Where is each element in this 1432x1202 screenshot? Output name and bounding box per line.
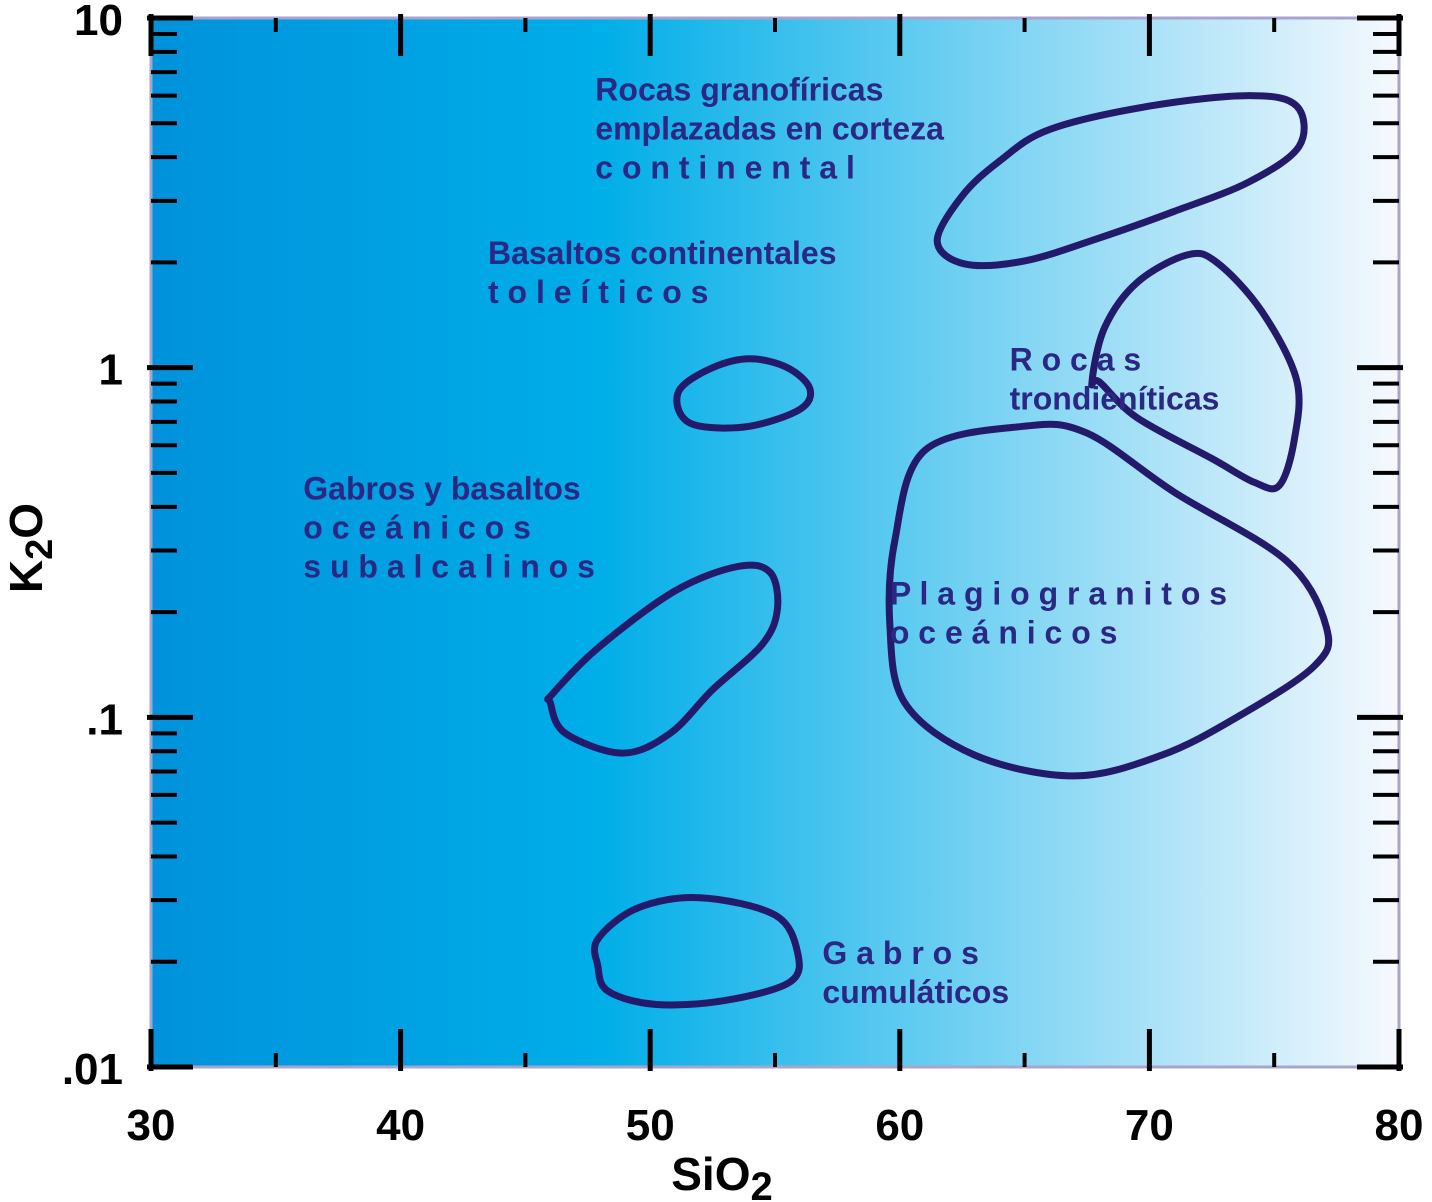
field-label-line: Basaltos continentales xyxy=(488,235,837,271)
fields-layer xyxy=(544,92,1333,1009)
field-outline-oceanic-subalkaline xyxy=(544,561,782,757)
x-tick-label: 80 xyxy=(1375,1101,1424,1150)
axis-tick-labels: 30 40 50 60 70 80 .01 .1 1 10 xyxy=(62,0,1424,1150)
y-tick-label: .1 xyxy=(86,695,123,744)
x-tick-label: 50 xyxy=(626,1101,675,1150)
field-label-line: cumuláticos xyxy=(822,974,1009,1010)
x-tick-label: 40 xyxy=(376,1101,425,1150)
field-outline-cumulate-gabbro xyxy=(590,894,803,1009)
y-tick-label: 1 xyxy=(99,346,123,395)
field-label-line: Gabros y basaltos xyxy=(303,470,580,506)
field-label-line: trondieníticas xyxy=(1010,381,1220,417)
field-label-line: o c e á n i c o s xyxy=(890,615,1118,651)
field-label-line: s u b a l c a l i n o s xyxy=(303,548,595,584)
field-label-line: t o l e í t i c o s xyxy=(488,274,708,310)
field-outline-granophyric xyxy=(933,92,1308,270)
field-label-granophyric: Rocas granofíricas emplazadas en corteza c… xyxy=(595,72,944,186)
field-label-line: R o c a s xyxy=(1010,342,1142,378)
field-label-line: emplazadas en corteza xyxy=(595,111,944,147)
field-label-trondhjemite: R o c a s trondieníticas xyxy=(1010,342,1220,417)
axis-ticks xyxy=(147,14,1403,1071)
field-outline-trondhjemite xyxy=(1088,249,1303,493)
field-outline-continental-tholeiite xyxy=(673,355,815,432)
field-label-cumulate-gabbro: G a b r o s cumuláticos xyxy=(822,935,1009,1010)
field-outline-oceanic-plagiogranite xyxy=(885,420,1333,780)
y-axis-title: K2O xyxy=(0,503,61,593)
x-tick-label: 60 xyxy=(875,1101,924,1150)
plot-background xyxy=(149,16,1401,1069)
x-tick-label: 70 xyxy=(1125,1101,1174,1150)
y-tick-label: 10 xyxy=(74,0,123,45)
y-tick-label: .01 xyxy=(62,1045,123,1094)
field-label-continental-tholeiite: Basaltos continentales t o l e í t i c o … xyxy=(488,235,837,310)
field-label-line: Rocas granofíricas xyxy=(595,72,883,108)
field-label-line: c o n t i n e n t a l xyxy=(595,150,855,186)
field-label-line: G a b r o s xyxy=(822,935,978,971)
field-labels: Rocas granofíricas emplazadas en corteza c… xyxy=(303,72,1227,1010)
field-label-line: o c e á n i c o s xyxy=(303,509,531,545)
x-axis-title: SiO2 xyxy=(671,1148,773,1202)
x-tick-label: 30 xyxy=(127,1101,176,1150)
field-label-line: P l a g i o g r a n i t o s xyxy=(890,576,1227,612)
